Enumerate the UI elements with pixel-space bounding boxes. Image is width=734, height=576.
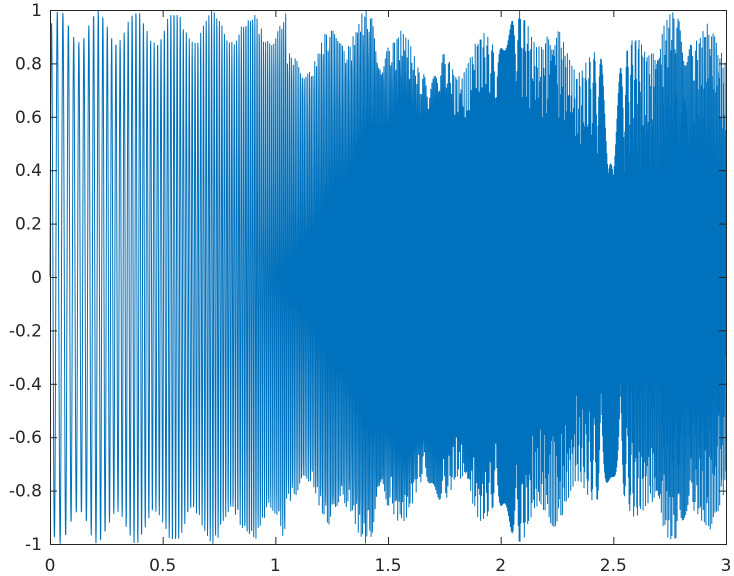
y-tick-label: -1: [25, 535, 42, 555]
x-tick-label: 0.5: [149, 556, 176, 576]
y-tick-label: 0.8: [15, 54, 42, 74]
x-tick-label: 3: [721, 556, 732, 576]
x-tick-label: 2: [495, 556, 506, 576]
y-tick-label: -0.8: [9, 482, 42, 502]
x-ticks: 0 0.5 1 1.5 2 2.5 3: [45, 10, 732, 576]
x-tick-label: 0: [45, 556, 56, 576]
y-tick-label: 0: [31, 268, 42, 288]
y-tick-label: -0.6: [9, 428, 42, 448]
y-tick-label: 0.6: [15, 108, 42, 128]
y-tick-label: 0.4: [15, 161, 42, 181]
series-layer: [49, 10, 727, 544]
y-ticks: 1 0.8 0.6 0.4 0.2 0 -0.2 -0.4 -0.6 -0.8 -1: [9, 1, 726, 555]
y-tick-label: -0.4: [9, 375, 42, 395]
x-tick-label: 1: [270, 556, 281, 576]
x-tick-label: 1.5: [374, 556, 401, 576]
x-tick-label: 2.5: [600, 556, 627, 576]
series-line: [49, 10, 727, 544]
y-tick-label: 1: [31, 1, 42, 21]
y-tick-label: -0.2: [9, 321, 42, 341]
y-tick-label: 0.2: [15, 215, 42, 235]
